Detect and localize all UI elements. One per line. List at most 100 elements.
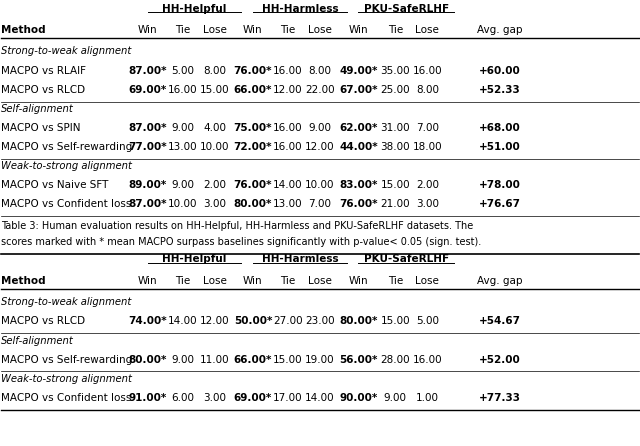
Text: Tie: Tie	[388, 25, 403, 36]
Text: 90.00*: 90.00*	[339, 393, 378, 403]
Text: 9.00: 9.00	[171, 180, 194, 190]
Text: Lose: Lose	[203, 277, 227, 286]
Text: 67.00*: 67.00*	[339, 85, 378, 95]
Text: Win: Win	[243, 277, 263, 286]
Text: 16.00: 16.00	[273, 123, 303, 133]
Text: 16.00: 16.00	[168, 85, 198, 95]
Text: HH-Harmless: HH-Harmless	[262, 4, 338, 13]
Text: 12.00: 12.00	[305, 142, 335, 152]
Text: Weak-to-strong alignment: Weak-to-strong alignment	[1, 161, 132, 171]
Text: 7.00: 7.00	[416, 123, 439, 133]
Text: 69.00*: 69.00*	[234, 393, 272, 403]
Text: 10.00: 10.00	[305, 180, 335, 190]
Text: MACPO vs Confident loss: MACPO vs Confident loss	[1, 199, 131, 209]
Text: 23.00: 23.00	[305, 317, 335, 326]
Text: 17.00: 17.00	[273, 393, 303, 403]
Text: Lose: Lose	[308, 277, 332, 286]
Text: Table 3: Human evaluation results on HH-Helpful, HH-Harmless and PKU-SafeRLHF da: Table 3: Human evaluation results on HH-…	[1, 221, 473, 231]
Text: Weak-to-strong alignment: Weak-to-strong alignment	[1, 374, 132, 384]
Text: +68.00: +68.00	[479, 123, 521, 133]
Text: MACPO vs Confident loss: MACPO vs Confident loss	[1, 393, 131, 403]
Text: 11.00: 11.00	[200, 355, 230, 365]
Text: 91.00*: 91.00*	[129, 393, 166, 403]
Text: 12.00: 12.00	[273, 85, 303, 95]
Text: 69.00*: 69.00*	[129, 85, 166, 95]
Text: Self-alignment: Self-alignment	[1, 104, 74, 114]
Text: MACPO vs RLCD: MACPO vs RLCD	[1, 85, 85, 95]
Text: 25.00: 25.00	[381, 85, 410, 95]
Text: Tie: Tie	[388, 277, 403, 286]
Text: 77.00*: 77.00*	[128, 142, 167, 152]
Text: 31.00: 31.00	[381, 123, 410, 133]
Text: MACPO vs RLCD: MACPO vs RLCD	[1, 317, 85, 326]
Text: Lose: Lose	[415, 25, 439, 36]
Text: 50.00*: 50.00*	[234, 317, 272, 326]
Text: HH-Helpful: HH-Helpful	[163, 4, 227, 13]
Text: 10.00: 10.00	[200, 142, 229, 152]
Text: 8.00: 8.00	[308, 66, 332, 75]
Text: 15.00: 15.00	[273, 355, 303, 365]
Text: MACPO vs Naive SFT: MACPO vs Naive SFT	[1, 180, 108, 190]
Text: Win: Win	[138, 277, 157, 286]
Text: Win: Win	[243, 25, 263, 36]
Text: 62.00*: 62.00*	[339, 123, 378, 133]
Text: +77.33: +77.33	[479, 393, 521, 403]
Text: HH-Helpful: HH-Helpful	[163, 254, 227, 264]
Text: 15.00: 15.00	[381, 317, 410, 326]
Text: 56.00*: 56.00*	[339, 355, 378, 365]
Text: 7.00: 7.00	[308, 199, 332, 209]
Text: 13.00: 13.00	[273, 199, 303, 209]
Text: 76.00*: 76.00*	[339, 199, 378, 209]
Text: 8.00: 8.00	[416, 85, 439, 95]
Text: 28.00: 28.00	[381, 355, 410, 365]
Text: 9.00: 9.00	[171, 123, 194, 133]
Text: 18.00: 18.00	[412, 142, 442, 152]
Text: +76.67: +76.67	[479, 199, 521, 209]
Text: 80.00*: 80.00*	[234, 199, 272, 209]
Text: Tie: Tie	[280, 277, 296, 286]
Text: 3.00: 3.00	[203, 393, 226, 403]
Text: 15.00: 15.00	[381, 180, 410, 190]
Text: scores marked with * mean MACPO surpass baselines significantly with p-value< 0.: scores marked with * mean MACPO surpass …	[1, 237, 481, 247]
Text: Lose: Lose	[415, 277, 439, 286]
Text: 49.00*: 49.00*	[339, 66, 378, 75]
Text: Strong-to-weak alignment: Strong-to-weak alignment	[1, 297, 131, 307]
Text: 80.00*: 80.00*	[129, 355, 167, 365]
Text: +78.00: +78.00	[479, 180, 521, 190]
Text: 8.00: 8.00	[203, 66, 226, 75]
Text: Strong-to-weak alignment: Strong-to-weak alignment	[1, 46, 131, 57]
Text: 27.00: 27.00	[273, 317, 303, 326]
Text: 10.00: 10.00	[168, 199, 198, 209]
Text: Self-alignment: Self-alignment	[1, 335, 74, 346]
Text: 9.00: 9.00	[171, 355, 194, 365]
Text: Win: Win	[349, 25, 368, 36]
Text: 3.00: 3.00	[416, 199, 439, 209]
Text: Tie: Tie	[175, 25, 190, 36]
Text: 38.00: 38.00	[381, 142, 410, 152]
Text: HH-Harmless: HH-Harmless	[262, 254, 338, 264]
Text: 15.00: 15.00	[200, 85, 230, 95]
Text: 13.00: 13.00	[168, 142, 198, 152]
Text: 21.00: 21.00	[381, 199, 410, 209]
Text: MACPO vs Self-rewarding: MACPO vs Self-rewarding	[1, 142, 132, 152]
Text: +60.00: +60.00	[479, 66, 521, 75]
Text: Method: Method	[1, 277, 45, 286]
Text: 6.00: 6.00	[171, 393, 194, 403]
Text: 1.00: 1.00	[416, 393, 439, 403]
Text: 2.00: 2.00	[203, 180, 226, 190]
Text: Win: Win	[349, 277, 368, 286]
Text: 87.00*: 87.00*	[129, 123, 167, 133]
Text: Tie: Tie	[175, 277, 190, 286]
Text: 35.00: 35.00	[381, 66, 410, 75]
Text: 14.00: 14.00	[273, 180, 303, 190]
Text: 19.00: 19.00	[305, 355, 335, 365]
Text: PKU-SafeRLHF: PKU-SafeRLHF	[364, 4, 449, 13]
Text: 66.00*: 66.00*	[234, 355, 272, 365]
Text: 5.00: 5.00	[171, 66, 194, 75]
Text: +54.67: +54.67	[479, 317, 521, 326]
Text: MACPO vs Self-rewarding: MACPO vs Self-rewarding	[1, 355, 132, 365]
Text: 80.00*: 80.00*	[339, 317, 378, 326]
Text: +52.33: +52.33	[479, 85, 521, 95]
Text: Win: Win	[138, 25, 157, 36]
Text: 12.00: 12.00	[200, 317, 230, 326]
